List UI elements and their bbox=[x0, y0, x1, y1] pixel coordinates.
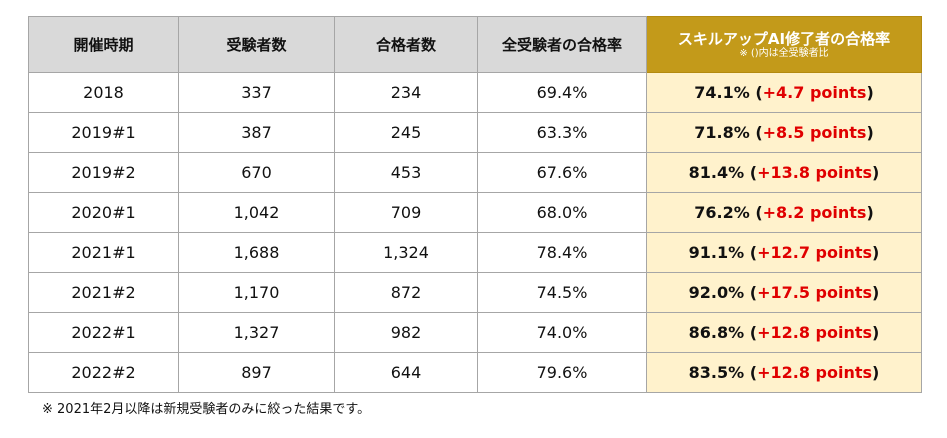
table-row: 2021#1 1,688 1,324 78.4% 91.1% (+12.7 points… bbox=[28, 232, 922, 273]
cell-passers: 982 bbox=[334, 312, 478, 353]
cell-passers: 1,324 bbox=[334, 232, 478, 273]
table-row: 2022#1 1,327 982 74.0% 86.8% (+12.8 points) bbox=[28, 312, 922, 353]
cell-examinees: 387 bbox=[178, 112, 335, 153]
skillup-rate-value: 71.8% bbox=[694, 123, 750, 142]
skillup-diff-value: +4.7 points bbox=[762, 83, 867, 102]
table-row: 2019#1 387 245 63.3% 71.8% (+8.5 points) bbox=[28, 112, 922, 153]
cell-examinees: 337 bbox=[178, 72, 335, 113]
skillup-rate-value: 86.8% bbox=[688, 323, 745, 342]
cell-passers: 234 bbox=[334, 72, 478, 113]
header-passers: 合格者数 bbox=[334, 16, 478, 73]
skillup-rate-value: 81.4% bbox=[688, 163, 745, 182]
cell-skillup-rate: 91.1% (+12.7 points) bbox=[646, 232, 922, 273]
skillup-diff-value: +12.7 points bbox=[757, 243, 873, 262]
skillup-rate-value: 76.2% bbox=[694, 203, 750, 222]
header-skillup-title: スキルアップAI修了者の合格率 bbox=[677, 29, 891, 48]
cell-examinees: 1,042 bbox=[178, 192, 335, 233]
cell-examinees: 1,327 bbox=[178, 312, 335, 353]
cell-examinees: 1,170 bbox=[178, 272, 335, 313]
skillup-diff-value: +12.8 points bbox=[757, 323, 873, 342]
cell-examinees: 1,688 bbox=[178, 232, 335, 273]
cell-skillup-rate: 86.8% (+12.8 points) bbox=[646, 312, 922, 353]
skillup-diff-value: +13.8 points bbox=[757, 163, 873, 182]
cell-period: 2021#2 bbox=[28, 272, 179, 313]
cell-skillup-rate: 74.1% (+4.7 points) bbox=[646, 72, 922, 113]
cell-period: 2022#1 bbox=[28, 312, 179, 353]
skillup-diff-value: +17.5 points bbox=[757, 283, 873, 302]
skillup-diff-value: +8.2 points bbox=[762, 203, 867, 222]
cell-period: 2018 bbox=[28, 72, 179, 113]
cell-overall-rate: 67.6% bbox=[477, 152, 647, 193]
skillup-rate-value: 91.1% bbox=[688, 243, 745, 262]
header-skillup-rate: スキルアップAI修了者の合格率 ※ ()内は全受験者比 bbox=[646, 16, 922, 73]
cell-passers: 872 bbox=[334, 272, 478, 313]
skillup-rate-value: 74.1% bbox=[694, 83, 750, 102]
table-row: 2018 337 234 69.4% 74.1% (+4.7 points) bbox=[28, 72, 922, 113]
cell-overall-rate: 68.0% bbox=[477, 192, 647, 233]
results-table-wrapper: 開催時期 受験者数 合格者数 全受験者の合格率 スキルアップAI修了者の合格率 … bbox=[28, 16, 922, 393]
table-row: 2021#2 1,170 872 74.5% 92.0% (+17.5 points) bbox=[28, 272, 922, 313]
cell-period: 2019#2 bbox=[28, 152, 179, 193]
cell-skillup-rate: 83.5% (+12.8 points) bbox=[646, 352, 922, 393]
skillup-diff-value: +8.5 points bbox=[762, 123, 867, 142]
header-skillup-note: ※ ()内は全受験者比 bbox=[739, 47, 829, 59]
skillup-rate-value: 92.0% bbox=[688, 283, 745, 302]
table-row: 2022#2 897 644 79.6% 83.5% (+12.8 points) bbox=[28, 352, 922, 393]
pass-rate-table: 開催時期 受験者数 合格者数 全受験者の合格率 スキルアップAI修了者の合格率 … bbox=[28, 16, 922, 393]
cell-period: 2019#1 bbox=[28, 112, 179, 153]
table-row: 2020#1 1,042 709 68.0% 76.2% (+8.2 points) bbox=[28, 192, 922, 233]
cell-overall-rate: 78.4% bbox=[477, 232, 647, 273]
table-row: 2019#2 670 453 67.6% 81.4% (+13.8 points) bbox=[28, 152, 922, 193]
header-overall-rate: 全受験者の合格率 bbox=[477, 16, 647, 73]
cell-passers: 453 bbox=[334, 152, 478, 193]
cell-overall-rate: 69.4% bbox=[477, 72, 647, 113]
cell-period: 2021#1 bbox=[28, 232, 179, 273]
cell-passers: 709 bbox=[334, 192, 478, 233]
cell-overall-rate: 74.0% bbox=[477, 312, 647, 353]
cell-skillup-rate: 76.2% (+8.2 points) bbox=[646, 192, 922, 233]
cell-skillup-rate: 81.4% (+13.8 points) bbox=[646, 152, 922, 193]
cell-skillup-rate: 92.0% (+17.5 points) bbox=[646, 272, 922, 313]
cell-overall-rate: 74.5% bbox=[477, 272, 647, 313]
cell-passers: 644 bbox=[334, 352, 478, 393]
cell-skillup-rate: 71.8% (+8.5 points) bbox=[646, 112, 922, 153]
skillup-diff-value: +12.8 points bbox=[757, 363, 873, 382]
header-period: 開催時期 bbox=[28, 16, 179, 73]
table-header-row: 開催時期 受験者数 合格者数 全受験者の合格率 スキルアップAI修了者の合格率 … bbox=[28, 16, 922, 73]
cell-period: 2020#1 bbox=[28, 192, 179, 233]
cell-examinees: 670 bbox=[178, 152, 335, 193]
cell-overall-rate: 79.6% bbox=[477, 352, 647, 393]
header-examinees: 受験者数 bbox=[178, 16, 335, 73]
cell-examinees: 897 bbox=[178, 352, 335, 393]
cell-overall-rate: 63.3% bbox=[477, 112, 647, 153]
skillup-rate-value: 83.5% bbox=[688, 363, 745, 382]
cell-period: 2022#2 bbox=[28, 352, 179, 393]
footnote: ※ 2021年2月以降は新規受験者のみに絞った結果です。 bbox=[42, 402, 371, 417]
cell-passers: 245 bbox=[334, 112, 478, 153]
